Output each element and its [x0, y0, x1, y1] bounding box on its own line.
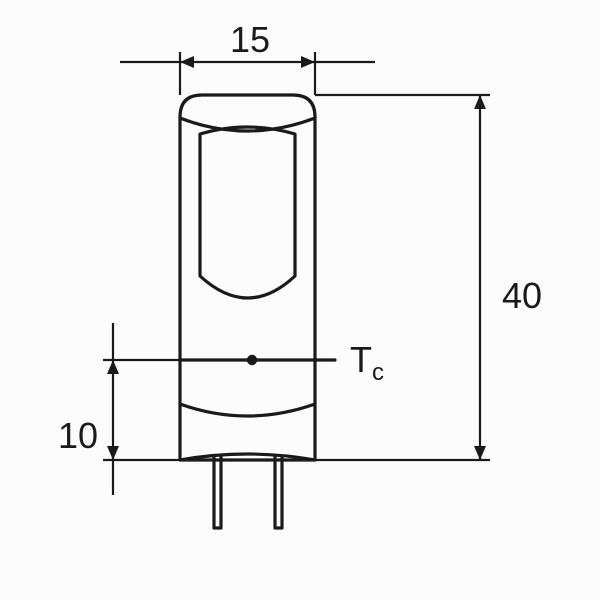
dim-height-left: 10	[58, 415, 98, 456]
bulb-outline	[180, 95, 335, 528]
labels: 15 40 10 Tc	[58, 19, 542, 456]
technical-drawing: 15 40 10 Tc	[0, 0, 600, 600]
tc-label: Tc	[350, 339, 384, 386]
dim-width-top: 15	[230, 19, 270, 60]
dim-height-right: 40	[502, 275, 542, 316]
